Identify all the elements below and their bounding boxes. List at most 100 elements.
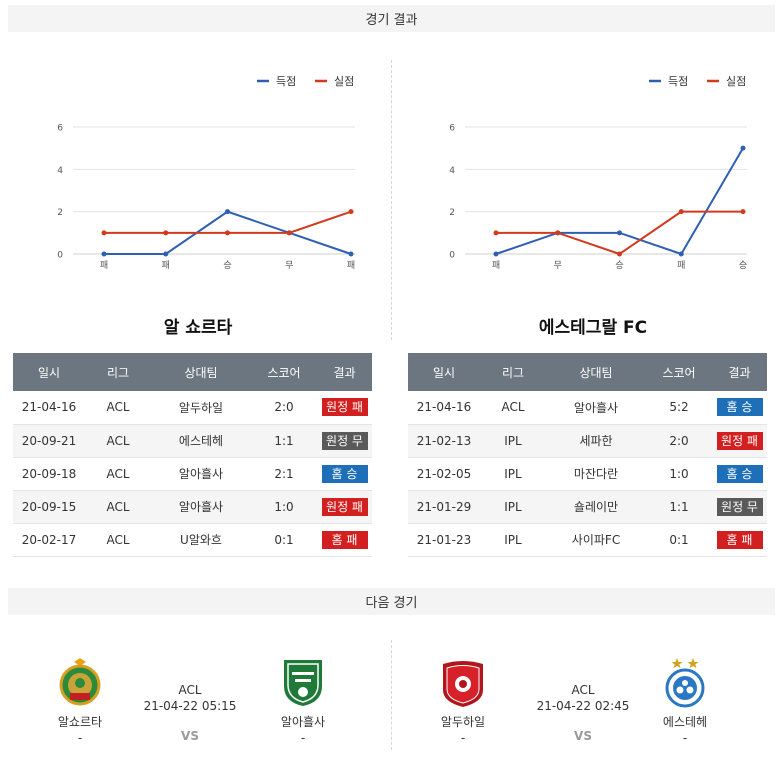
y-tick-label: 6 — [57, 124, 63, 134]
vs-label: VS — [574, 729, 592, 743]
table-row[interactable]: 20-09-18 ACL 알아흘사 2:1 홈 승 — [13, 457, 372, 491]
match-league: ACL — [85, 523, 151, 557]
result-cell: 홈 패 — [317, 523, 372, 557]
column-header: 상대팀 — [151, 353, 251, 391]
opponent-name: 알두하일 — [151, 391, 251, 425]
opponent-name: U알와흐 — [151, 523, 251, 557]
opponent-name: 세파한 — [546, 424, 646, 458]
result-cell: 홈 승 — [712, 391, 767, 425]
data-point — [101, 230, 107, 236]
opponent-name: 에스테헤 — [151, 424, 251, 458]
data-point — [678, 251, 684, 257]
result-cell: 원정 패 — [317, 391, 372, 425]
column-header: 결과 — [317, 353, 372, 391]
column-divider — [391, 640, 392, 750]
result-badge: 홈 패 — [716, 530, 763, 549]
match-score: 0:1 — [251, 523, 317, 557]
next-match-card[interactable]: 알두하일 - ACL 21-04-22 02:45 VS 에스테헤 - — [398, 652, 768, 752]
y-tick-label: 4 — [449, 166, 455, 176]
x-tick-label: 패 — [162, 260, 170, 271]
results-section-title: 경기 결과 — [365, 13, 418, 28]
column-header: 스코어 — [646, 353, 712, 391]
table-row[interactable]: 21-02-13 IPL 세파한 2:0 원정 패 — [408, 424, 767, 458]
data-point — [225, 230, 230, 236]
legend-label: 득점 — [668, 75, 688, 88]
series-line-scored — [495, 147, 744, 256]
left-team-title: 알 쇼르타 — [163, 318, 233, 338]
right-team-chart: 0 2 4 6 패 무 승 패 승 득점 실점 — [449, 75, 747, 271]
match-score: 1:1 — [646, 490, 712, 524]
result-cell: 원정 패 — [712, 424, 767, 458]
opponent-name: 마잔다란 — [546, 457, 646, 491]
esteghlal-crest-icon — [665, 658, 705, 708]
table-row[interactable]: 20-02-17 ACL U알와흐 0:1 홈 패 — [13, 523, 372, 557]
data-point — [163, 251, 169, 257]
match-score: 5:2 — [646, 391, 712, 425]
match-datetime: 21-04-22 02:45 — [536, 699, 630, 713]
data-point — [348, 209, 354, 215]
table-row[interactable]: 21-04-16 ACL 알두하일 2:0 원정 패 — [13, 391, 372, 425]
data-point — [617, 251, 622, 257]
result-badge: 홈 승 — [716, 398, 763, 417]
match-league: IPL — [480, 523, 546, 557]
match-date: 20-09-21 — [13, 424, 85, 458]
x-tick-label: 무 — [554, 260, 562, 271]
x-tick-label: 승 — [615, 260, 623, 271]
next-match-card[interactable]: 알쇼르타 - ACL 21-04-22 05:15 VS 알아흘사 - — [5, 652, 375, 752]
x-tick-label: 패 — [100, 260, 108, 271]
left-team-results-table: 일시 리그 상대팀 스코어 결과 21-04-16 ACL 알두하일 2:0 원정 패 20-09… — [13, 353, 372, 557]
opponent-name: 사이파FC — [546, 523, 646, 557]
away-team-extra: - — [300, 731, 306, 745]
match-date: 20-09-15 — [13, 490, 85, 524]
table-row[interactable]: 21-02-05 IPL 마잔다란 1:0 홈 승 — [408, 457, 767, 491]
series-line-conceded — [104, 210, 352, 234]
away-team-name: 에스테헤 — [662, 715, 708, 729]
home-team-name: 알두하일 — [440, 715, 486, 729]
match-league: ACL — [85, 490, 151, 524]
data-point — [101, 251, 107, 257]
match-score: 1:0 — [251, 490, 317, 524]
data-point — [225, 209, 230, 215]
y-tick-label: 2 — [449, 208, 455, 218]
table-row[interactable]: 21-01-23 IPL 사이파FC 0:1 홈 패 — [408, 523, 767, 557]
x-tick-label: 패 — [347, 260, 355, 271]
data-point — [555, 230, 561, 236]
column-header: 리그 — [85, 353, 151, 391]
match-league: ACL — [178, 683, 202, 697]
table-row[interactable]: 20-09-21 ACL 에스테헤 1:1 원정 무 — [13, 424, 372, 458]
result-badge: 원정 무 — [716, 497, 763, 516]
result-cell: 원정 무 — [317, 424, 372, 458]
table-row[interactable]: 21-01-29 IPL 숄레이만 1:1 원정 무 — [408, 490, 767, 524]
match-date: 21-04-16 — [13, 391, 85, 425]
table-row[interactable]: 21-04-16 ACL 알아흘사 5:2 홈 승 — [408, 391, 767, 425]
result-badge: 홈 승 — [321, 464, 368, 483]
column-header: 스코어 — [251, 353, 317, 391]
al-shorta-crest-icon — [59, 658, 101, 706]
opponent-name: 알아흘사 — [151, 490, 251, 524]
result-cell: 홈 승 — [317, 457, 372, 491]
match-league: IPL — [480, 490, 546, 524]
match-date: 21-01-23 — [408, 523, 480, 557]
al-ahli-crest-icon — [284, 660, 322, 706]
opponent-name: 알아흘사 — [151, 457, 251, 491]
result-badge: 원정 패 — [321, 497, 368, 516]
x-tick-label: 무 — [285, 260, 293, 271]
match-date: 20-02-17 — [13, 523, 85, 557]
home-team-name: 알쇼르타 — [57, 715, 103, 729]
home-team-extra: - — [77, 731, 83, 745]
table-row[interactable]: 20-09-15 ACL 알아흘사 1:0 원정 패 — [13, 490, 372, 524]
match-score: 2:0 — [251, 391, 317, 425]
left-team-chart: 0 2 4 6 패 패 승 무 패 득점 실점 — [57, 75, 355, 271]
match-score: 1:1 — [251, 424, 317, 458]
away-team-name: 알아흘사 — [280, 715, 326, 729]
y-tick-label: 4 — [57, 166, 63, 176]
x-tick-label: 승 — [223, 260, 231, 271]
match-date: 21-02-05 — [408, 457, 480, 491]
results-section-header: 경기 결과 — [8, 5, 775, 32]
result-cell: 홈 승 — [712, 457, 767, 491]
y-tick-label: 6 — [449, 124, 455, 134]
match-score: 2:1 — [251, 457, 317, 491]
result-badge: 원정 패 — [321, 398, 368, 417]
table-header-row: 일시 리그 상대팀 스코어 결과 — [13, 353, 372, 391]
opponent-name: 숄레이만 — [546, 490, 646, 524]
